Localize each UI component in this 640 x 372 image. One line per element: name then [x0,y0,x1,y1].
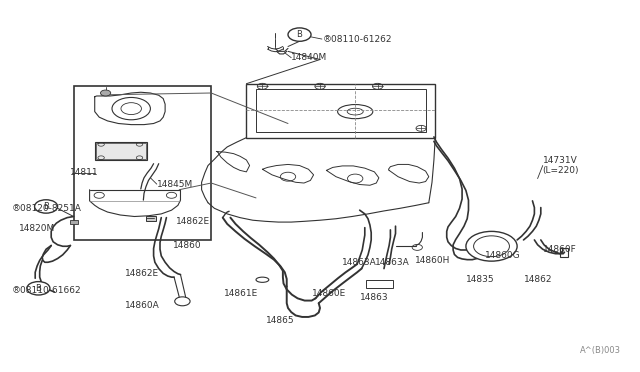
Circle shape [288,28,311,41]
Text: A^(B)003: A^(B)003 [580,346,621,355]
Text: 14863A: 14863A [342,258,376,267]
Circle shape [466,231,517,261]
Text: 14862: 14862 [524,275,552,284]
Text: 14862E: 14862E [176,217,210,226]
Text: 14860A: 14860A [125,301,159,310]
Text: ®08120-8251A: ®08120-8251A [12,204,81,213]
Text: 14863: 14863 [360,293,388,302]
Text: ®08110-61662: ®08110-61662 [12,286,81,295]
Text: B: B [296,30,303,39]
Bar [96,143,146,159]
Circle shape [35,200,58,213]
Text: 14845M: 14845M [157,180,193,189]
Text: 14862E: 14862E [125,269,159,278]
Bar [366,280,393,288]
Text: 14860G: 14860G [485,251,521,260]
Text: 14860H: 14860H [415,256,450,265]
Text: B: B [43,202,49,211]
Bar [95,142,147,160]
Circle shape [27,282,50,295]
Text: 14820M: 14820M [19,224,56,233]
Bar [246,84,435,138]
Bar [74,86,211,240]
Bar [256,89,426,132]
Text: ®08110-61262: ®08110-61262 [323,35,393,44]
Text: 14811: 14811 [70,169,99,177]
Text: 14860: 14860 [173,241,202,250]
Circle shape [100,90,111,96]
Text: 14835: 14835 [466,275,495,284]
Text: 14840M: 14840M [291,53,328,62]
Text: 14731V
(L=220): 14731V (L=220) [543,156,579,175]
Bar [560,248,568,257]
Bar [70,220,78,224]
Bar [146,216,156,221]
Text: 14860E: 14860E [312,289,347,298]
Text: B: B [35,284,42,293]
Text: 14861E: 14861E [224,289,259,298]
Text: 14865: 14865 [266,316,294,325]
Text: 14863A: 14863A [375,258,410,267]
Text: 14860F: 14860F [543,246,577,254]
